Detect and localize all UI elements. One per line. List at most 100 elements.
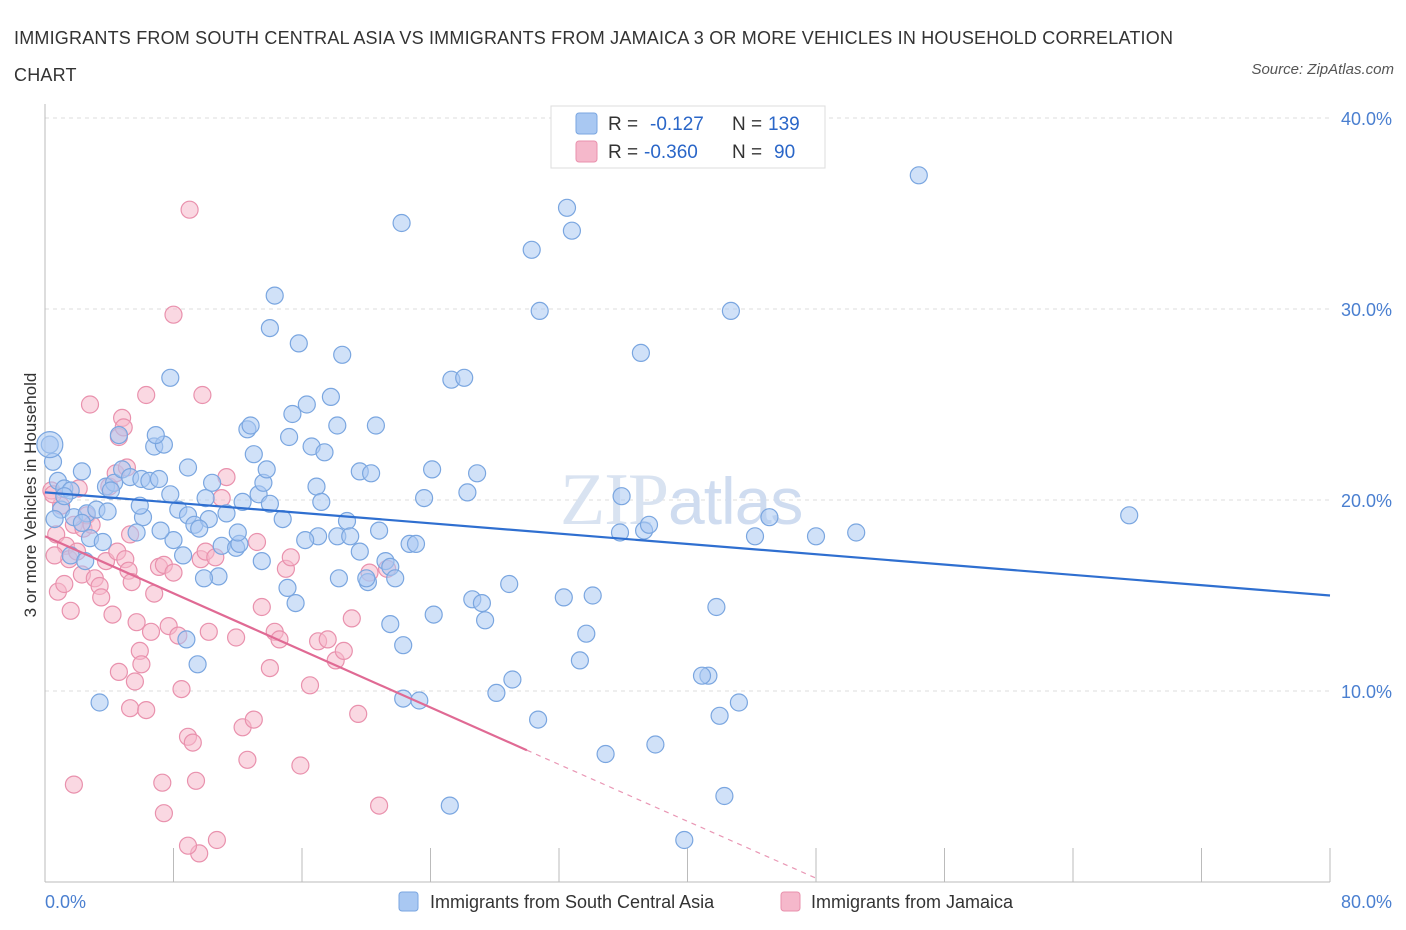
jamaica-point-66 bbox=[281, 548, 300, 567]
watermark-atlas: atlas bbox=[668, 464, 802, 538]
south-central-asia-point-106 bbox=[562, 221, 582, 240]
south-central-asia-point-138 bbox=[151, 521, 170, 540]
legend-r-label-1: R = bbox=[608, 114, 638, 135]
south-central-asia-point-23 bbox=[109, 426, 129, 445]
jamaica-point-35 bbox=[132, 655, 151, 674]
south-central-asia-point-85 bbox=[406, 534, 426, 554]
series-legend-swatch-blue bbox=[398, 891, 419, 912]
south-central-asia-point-148 bbox=[45, 509, 64, 529]
y-tick-label-1: 20.0% bbox=[1341, 491, 1392, 511]
grid-lines bbox=[45, 117, 1330, 692]
south-central-asia-point-94 bbox=[468, 464, 487, 483]
jamaica-point-78 bbox=[180, 200, 199, 219]
south-central-asia-point-100 bbox=[503, 670, 522, 689]
south-central-asia-point-87 bbox=[394, 636, 413, 655]
south-central-asia-point-140 bbox=[194, 569, 214, 588]
south-central-asia-point-52 bbox=[260, 494, 279, 513]
south-central-asia-point-142 bbox=[252, 551, 271, 571]
jamaica-point-74 bbox=[349, 704, 368, 724]
south-central-asia-point-97 bbox=[476, 611, 495, 630]
south-central-asia-point-73 bbox=[350, 542, 369, 561]
jamaica-point-52 bbox=[199, 622, 218, 641]
south-central-asia-point-25 bbox=[161, 485, 180, 504]
south-central-asia-point-59 bbox=[297, 395, 316, 414]
legend-r-value-1: -0.127 bbox=[650, 114, 704, 135]
south-central-asia-points bbox=[36, 139, 1139, 850]
jamaica-point-29 bbox=[109, 662, 129, 682]
x-tick-labels: 0.0% 80.0% bbox=[45, 892, 1392, 912]
south-central-asia-point-54 bbox=[280, 427, 299, 447]
south-central-asia-point-99 bbox=[500, 574, 519, 594]
south-central-asia-point-68 bbox=[341, 527, 360, 546]
south-central-asia-point-86 bbox=[423, 460, 442, 479]
south-central-asia-point-71 bbox=[362, 464, 381, 483]
jamaica-point-70 bbox=[318, 630, 337, 649]
south-central-asia-point-13 bbox=[72, 513, 92, 533]
trend-line-south-central-asia bbox=[44, 491, 1331, 597]
south-central-asia-point-119 bbox=[692, 666, 712, 685]
south-central-asia-point-11 bbox=[93, 532, 112, 552]
jamaica-point-81 bbox=[137, 385, 156, 405]
south-central-asia-point-large bbox=[36, 431, 64, 459]
jamaica-point-58 bbox=[238, 750, 257, 769]
south-central-asia-point-78 bbox=[278, 578, 297, 598]
jamaica-point-61 bbox=[252, 597, 271, 617]
y-tick-labels: 10.0% 20.0% 30.0% 40.0% bbox=[1341, 109, 1392, 702]
jamaica-point-59 bbox=[244, 710, 263, 729]
south-central-asia-point-131 bbox=[1120, 506, 1139, 525]
south-central-asia-point-56 bbox=[289, 334, 308, 353]
south-central-asia-point-84 bbox=[415, 489, 434, 508]
south-central-asia-point-88 bbox=[386, 569, 405, 588]
south-central-asia-point-31 bbox=[196, 489, 215, 508]
south-central-asia-point-55 bbox=[283, 404, 302, 424]
jamaica-point-82 bbox=[193, 385, 212, 405]
south-central-asia-point-42 bbox=[164, 530, 183, 550]
jamaica-point-88 bbox=[178, 836, 198, 855]
south-central-asia-point-64 bbox=[321, 387, 340, 406]
south-central-asia-point-5 bbox=[72, 462, 92, 481]
jamaica-point-38 bbox=[137, 700, 156, 720]
south-central-asia-point-103 bbox=[528, 710, 548, 729]
south-central-asia-point-111 bbox=[610, 523, 630, 542]
y-tick-label-0: 10.0% bbox=[1341, 682, 1392, 702]
south-central-asia-point-49 bbox=[244, 445, 263, 464]
jamaica-point-62 bbox=[260, 658, 279, 678]
south-central-asia-point-43 bbox=[90, 693, 109, 712]
legend-swatch-blue bbox=[575, 112, 598, 135]
south-central-asia-point-144 bbox=[98, 502, 117, 521]
legend-r-value-2: -0.360 bbox=[644, 142, 698, 163]
series-legend-swatch-pink bbox=[780, 891, 801, 912]
jamaica-point-46 bbox=[172, 679, 191, 699]
jamaica-point-83 bbox=[64, 775, 84, 794]
jamaica-point-79 bbox=[164, 305, 183, 324]
south-central-asia-point-132 bbox=[392, 213, 411, 233]
south-central-asia-point-123 bbox=[729, 693, 749, 712]
jamaica-point-11 bbox=[61, 601, 80, 620]
south-central-asia-point-30 bbox=[190, 519, 209, 538]
south-central-asia-point-46 bbox=[203, 473, 222, 492]
south-central-asia-point-92 bbox=[455, 368, 474, 387]
south-central-asia-point-79 bbox=[286, 593, 305, 613]
south-central-asia-point-48 bbox=[241, 416, 260, 435]
south-central-asia-point-141 bbox=[296, 530, 315, 550]
south-central-asia-point-20 bbox=[149, 469, 169, 489]
south-central-asia-point-120 bbox=[710, 706, 729, 725]
series-legend-label-blue: Immigrants from South Central Asia bbox=[430, 892, 715, 912]
jamaica-point-49 bbox=[186, 771, 206, 790]
south-central-asia-point-129 bbox=[847, 523, 866, 542]
x-tick-label-0: 0.0% bbox=[45, 892, 86, 912]
chart-title: IMMIGRANTS FROM SOUTH CENTRAL ASIA VS IM… bbox=[14, 28, 1174, 85]
south-central-asia-point-80 bbox=[333, 345, 352, 364]
south-central-asia-point-104 bbox=[554, 588, 573, 607]
jamaica-point-44 bbox=[164, 563, 183, 582]
south-central-asia-point-128 bbox=[806, 527, 826, 546]
jamaica-point-73 bbox=[342, 609, 361, 628]
trend-line-jamaica-extension bbox=[526, 749, 817, 879]
south-central-asia-point-117 bbox=[612, 487, 631, 506]
watermark: ZIPatlas bbox=[560, 459, 802, 541]
jamaica-point-60 bbox=[247, 532, 267, 552]
south-central-asia-point-145 bbox=[101, 481, 121, 500]
jamaica-point-8 bbox=[45, 546, 64, 565]
south-central-asia-point-102 bbox=[530, 301, 549, 320]
